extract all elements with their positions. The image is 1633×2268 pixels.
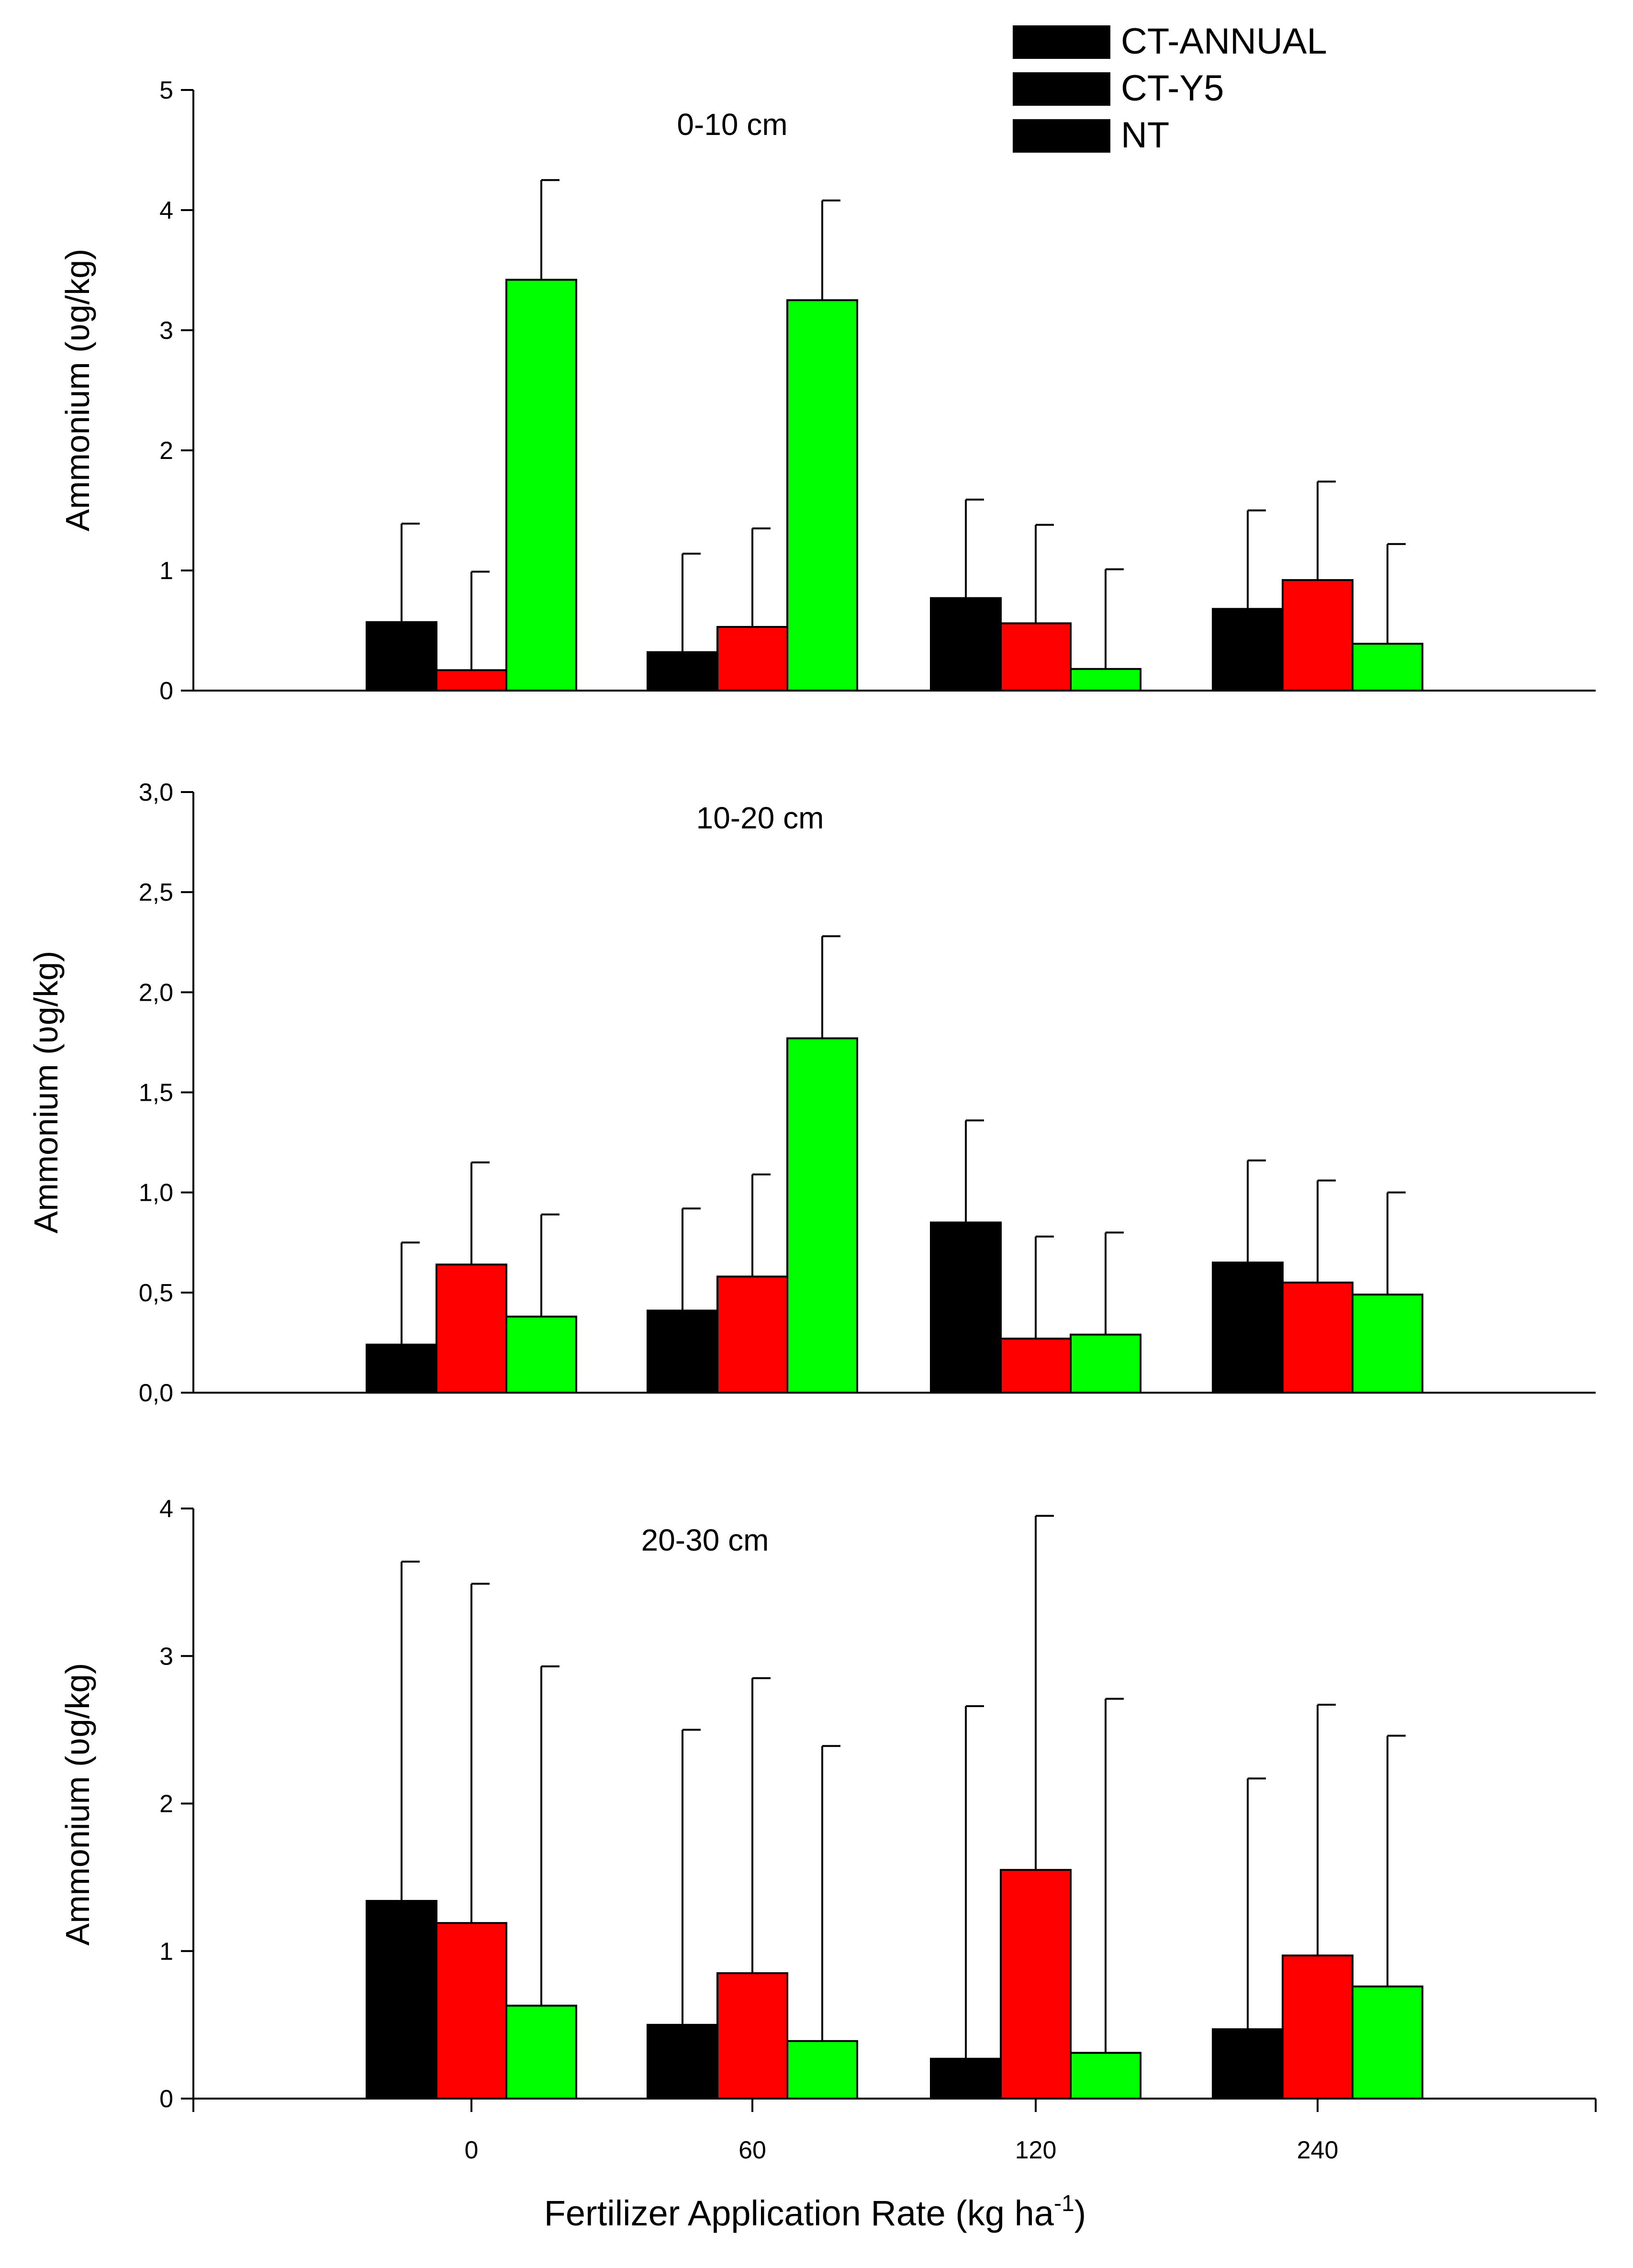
y-tick-label: 4 [159, 1495, 173, 1523]
bar-nt-120 [1070, 2052, 1141, 2100]
panel-0-title: 0-10 cm [677, 107, 787, 142]
y-tick-label: 1 [159, 557, 173, 585]
y-tick-label: 1 [159, 1938, 173, 1966]
bar-ct-y5-60 [716, 1972, 788, 2100]
bar-nt-240 [1352, 1294, 1423, 1394]
bar-nt-60 [786, 1037, 858, 1394]
x-tick-label: 120 [1015, 2136, 1057, 2164]
bar-nt-240 [1352, 643, 1423, 692]
y-tick-label: 2 [159, 437, 173, 465]
bar-nt-0 [505, 2004, 577, 2100]
bar-nt-240 [1352, 1985, 1423, 2100]
bar-ct-annual-60 [647, 651, 718, 692]
y-tick-label: 1,5 [139, 1079, 173, 1107]
bar-ct-annual-60 [647, 1309, 718, 1394]
bar-nt-0 [505, 1316, 577, 1394]
bar-ct-annual-120 [930, 1221, 1002, 1394]
x-tick-label: 240 [1297, 2136, 1339, 2164]
y-tick-label: 0 [159, 2085, 173, 2113]
legend-swatch-ct-annual [1013, 25, 1110, 59]
panel-1-title: 10-20 cm [696, 801, 824, 835]
x-axis-label-superscript: -1 [1054, 2191, 1074, 2216]
bar-ct-y5-60 [716, 1275, 788, 1394]
panel-1-y-axis-label: Ammonium (ʋg/kg) [27, 951, 65, 1234]
y-tick-label: 3 [159, 317, 173, 345]
bar-ct-annual-0 [366, 1343, 437, 1394]
bar-ct-annual-240 [1212, 1262, 1284, 1394]
bar-ct-annual-60 [647, 2023, 718, 2100]
bar-ct-annual-240 [1212, 608, 1284, 692]
y-tick-label: 2,0 [139, 979, 173, 1006]
panel-0-10cm: 0 1 2 3 4 5 0-10 cm Ammonium (ʋg/kg) [59, 77, 1596, 705]
legend: CT-ANNUAL CT-Y5 NT [1013, 21, 1327, 156]
bar-nt-0 [505, 279, 577, 692]
panel-2-bars [366, 1869, 1423, 2100]
bar-nt-60 [786, 299, 858, 692]
legend-label-ct-y5: CT-Y5 [1121, 68, 1224, 109]
panel-0-y-axis-label: Ammonium (ʋg/kg) [59, 249, 96, 532]
x-tick-label: 0 [465, 2136, 479, 2164]
panel-1-bars [366, 1037, 1423, 1394]
panel-2-title: 20-30 cm [641, 1523, 769, 1557]
y-tick-label: 0,0 [139, 1379, 173, 1407]
x-axis-label: Fertilizer Application Rate (kg ha-1) [544, 2191, 1086, 2233]
bar-ct-y5-0 [436, 1922, 507, 2100]
panel-10-20cm: 0,0 0,5 1,0 1,5 2,0 2,5 3,0 10-20 cm Ammonium … [27, 779, 1596, 1407]
bar-ct-y5-0 [436, 1263, 507, 1394]
panel-0-y-ticks: 0 1 2 3 4 5 [159, 77, 193, 705]
bar-nt-120 [1070, 668, 1141, 692]
panel-1-error-bars [401, 935, 1406, 1345]
bar-ct-y5-120 [1000, 1338, 1072, 1394]
y-tick-label: 3,0 [139, 779, 173, 806]
panel-2-y-axis-label: Ammonium (ʋg/kg) [59, 1663, 96, 1946]
bar-ct-annual-120 [930, 2057, 1002, 2100]
bar-ct-y5-240 [1282, 1954, 1353, 2100]
y-tick-label: 5 [159, 77, 173, 104]
panel-0-bars [366, 279, 1423, 692]
panel-20-30cm: 0 1 2 3 4 0 60 120 240 20-30 cm Ammonium (ʋg/kg… [59, 1495, 1597, 2164]
y-tick-label: 3 [159, 1642, 173, 1670]
bar-ct-annual-120 [930, 597, 1002, 692]
bar-ct-annual-0 [366, 1899, 437, 2100]
y-tick-label: 0,5 [139, 1279, 173, 1307]
y-tick-label: 1,0 [139, 1179, 173, 1207]
y-tick-label: 2,5 [139, 879, 173, 906]
bar-nt-120 [1070, 1333, 1141, 1394]
bar-ct-y5-120 [1000, 1869, 1072, 2100]
bar-ct-y5-240 [1282, 1281, 1353, 1394]
y-tick-label: 0 [159, 677, 173, 705]
x-tick-label: 60 [738, 2136, 766, 2164]
bar-ct-y5-60 [716, 626, 788, 692]
legend-swatch-ct-y5 [1013, 72, 1110, 106]
y-tick-label: 4 [159, 197, 173, 224]
bar-ct-y5-240 [1282, 579, 1353, 692]
bar-ct-y5-120 [1000, 622, 1072, 692]
panel-1-y-ticks: 0,0 0,5 1,0 1,5 2,0 2,5 3,0 [139, 779, 193, 1407]
x-axis-label-main: Fertilizer Application Rate (kg ha [544, 2193, 1054, 2233]
panel-2-y-ticks: 0 1 2 3 4 [159, 1495, 193, 2113]
legend-swatch-nt [1013, 119, 1110, 153]
bar-nt-60 [786, 2040, 858, 2100]
bar-ct-annual-0 [366, 621, 437, 692]
panel-0-error-bars [401, 179, 1406, 670]
bar-ct-annual-240 [1212, 2028, 1284, 2100]
y-tick-label: 2 [159, 1790, 173, 1818]
panel-2-error-bars [401, 1515, 1406, 2059]
legend-label-nt: NT [1121, 115, 1169, 156]
legend-label-ct-annual: CT-ANNUAL [1121, 21, 1327, 62]
panel-2-x-ticks: 0 60 120 240 [192, 2099, 1597, 2164]
bar-ct-y5-0 [436, 669, 507, 692]
x-axis-label-suffix: ) [1074, 2193, 1086, 2233]
